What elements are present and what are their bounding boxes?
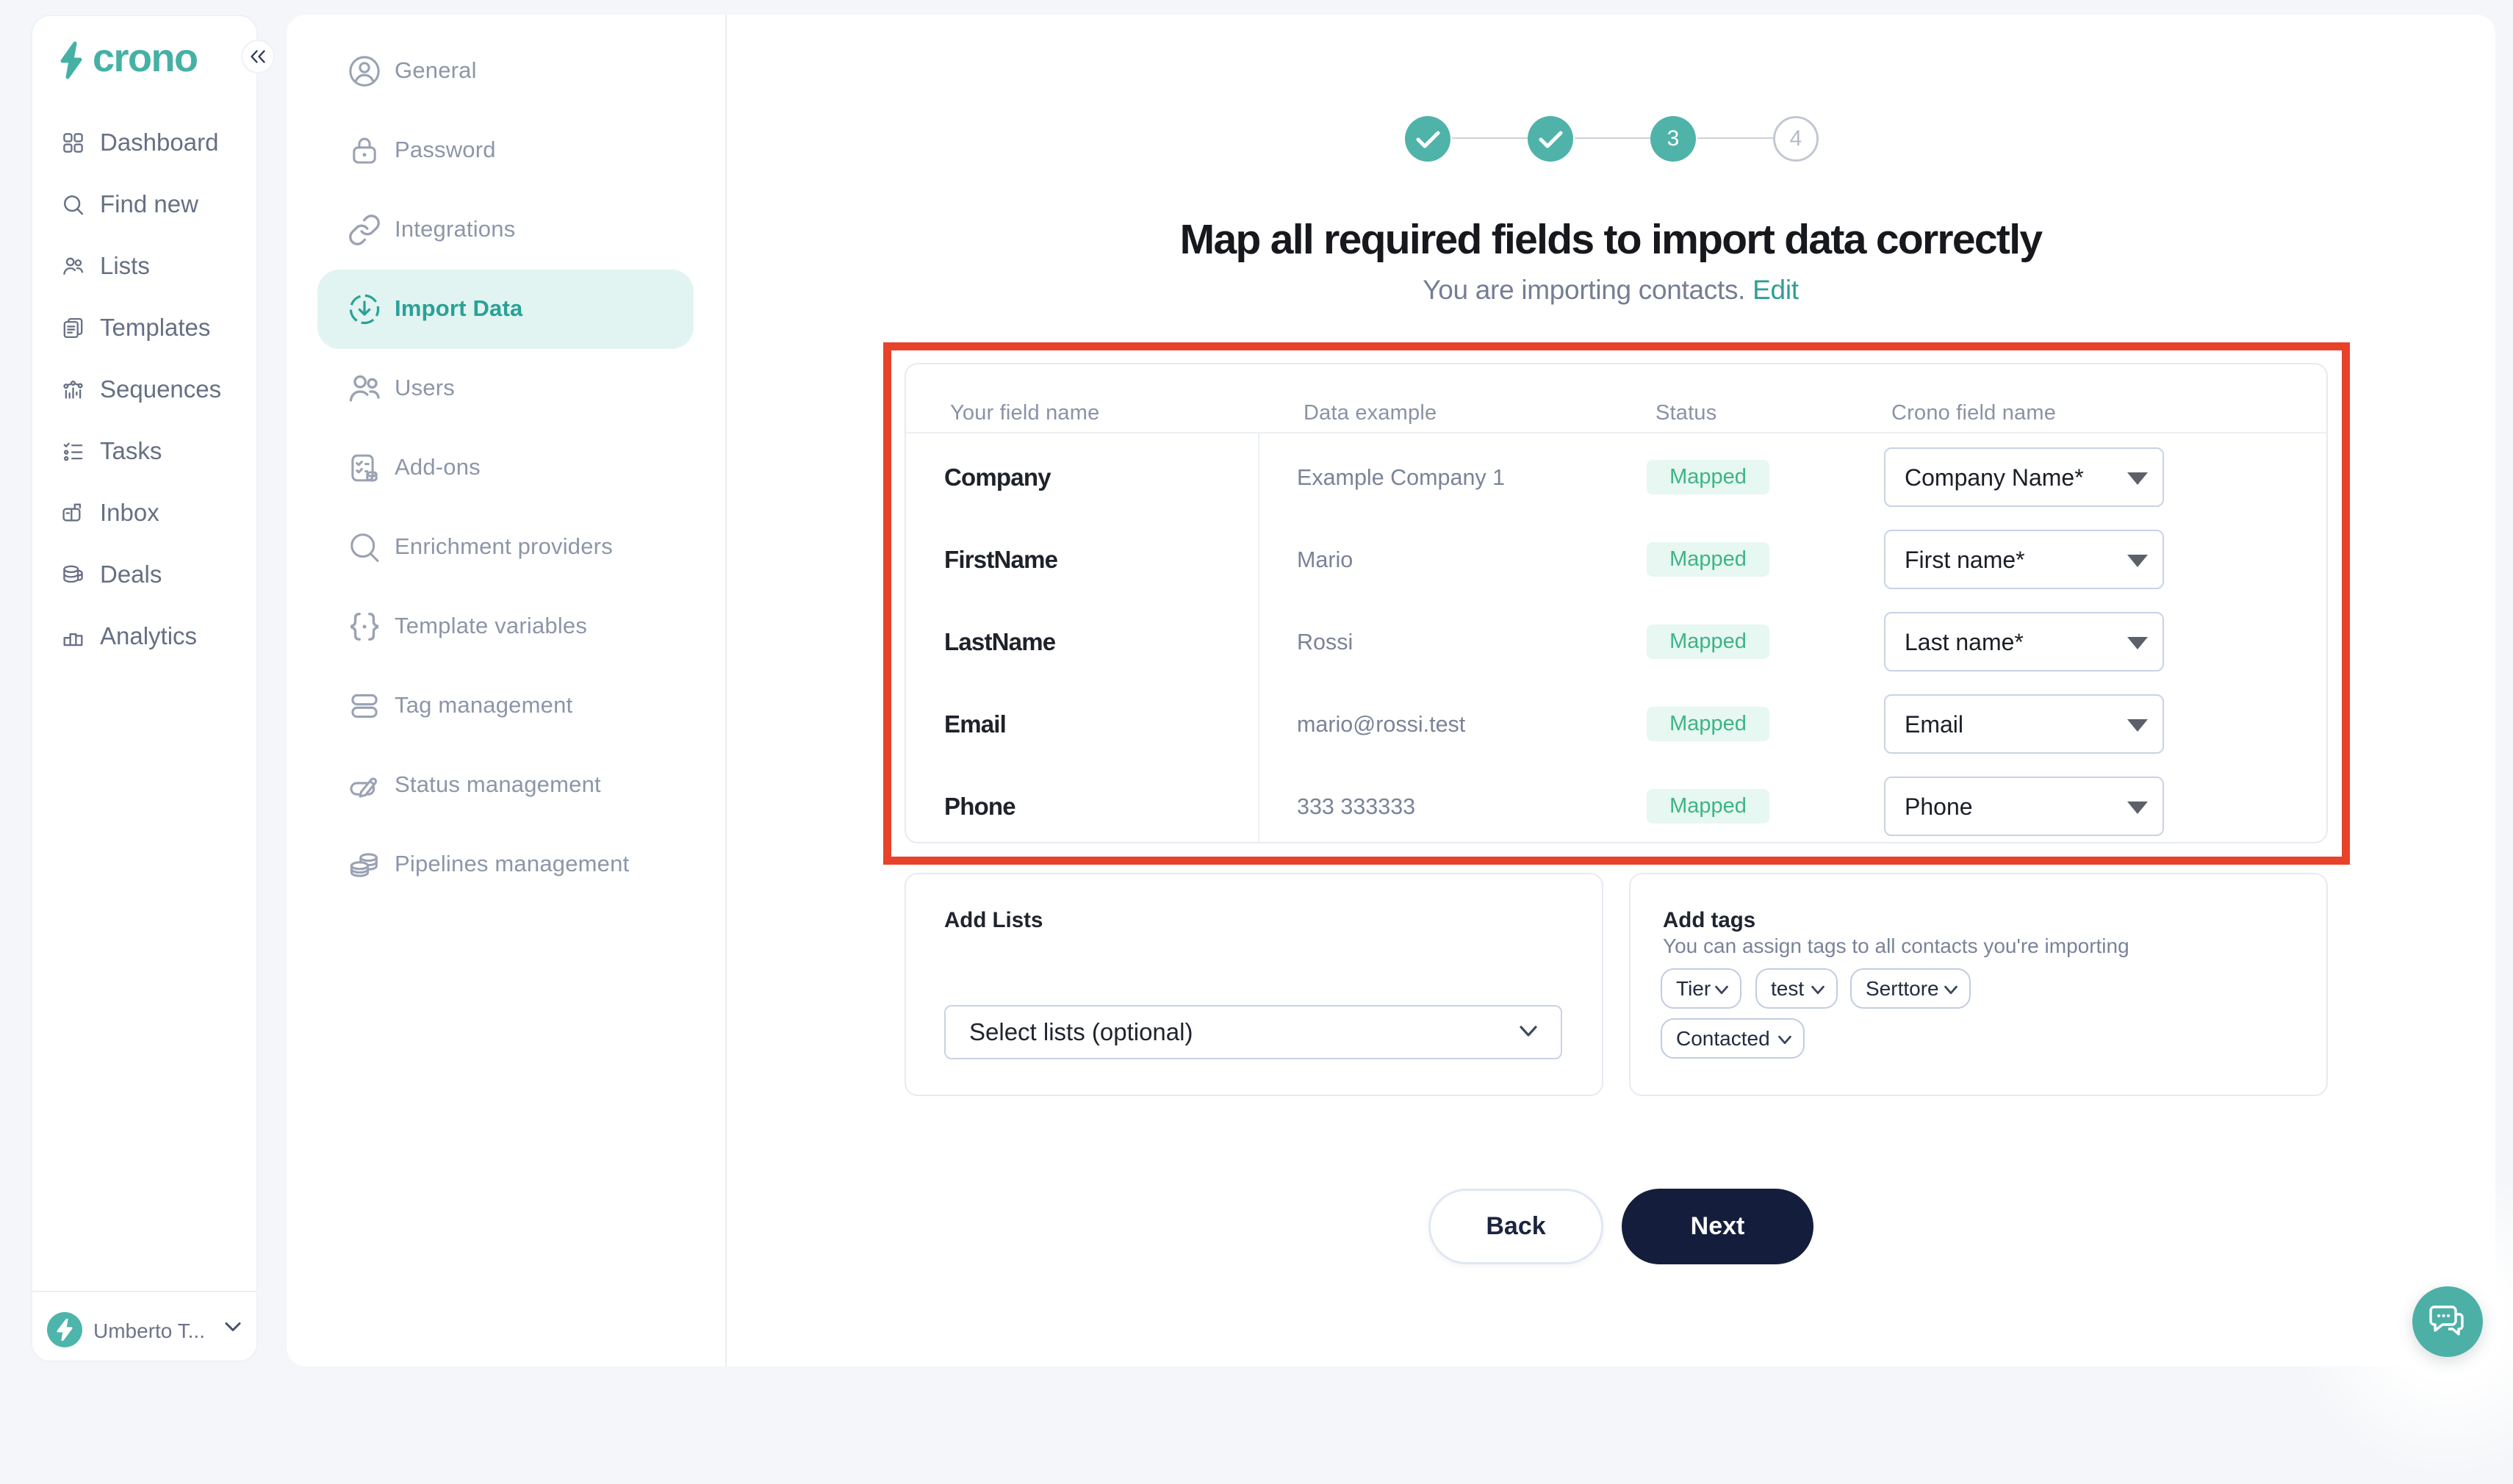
svg-text:crono: crono — [93, 41, 198, 80]
